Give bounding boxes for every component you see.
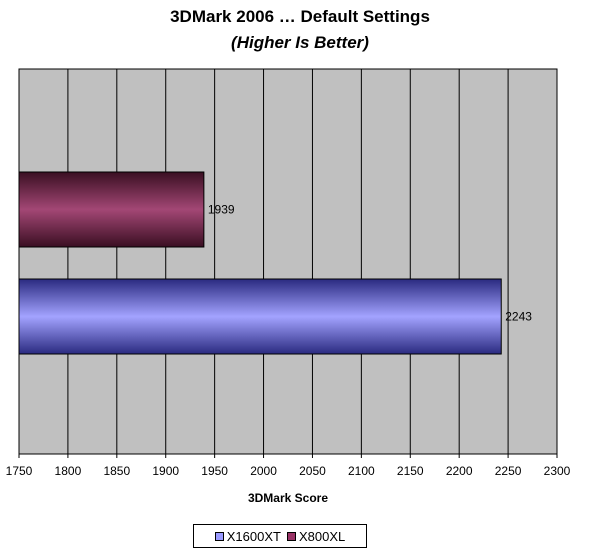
legend-swatch-x800xl xyxy=(286,531,296,541)
x-axis-ticks: 1750 1800 1850 1900 1950 2000 2050 2100 2150 2200… xyxy=(6,454,571,478)
x-tick-label: 2100 xyxy=(348,464,375,478)
x-tick-label: 2200 xyxy=(446,464,473,478)
gridlines xyxy=(67,69,509,454)
bar-x1600xt xyxy=(18,278,502,355)
data-label-x1600xt: 2243 xyxy=(505,310,532,324)
legend-swatch-x1600xt xyxy=(214,531,224,541)
x-tick-label: 2050 xyxy=(299,464,326,478)
chart-plot: 1750 1800 1850 1900 1950 2000 2050 2100 2150 2200… xyxy=(6,68,571,505)
legend-label-x1600xt: X1600XT xyxy=(226,528,281,544)
legend-item-x1600xt: X1600XT xyxy=(214,528,281,544)
x-tick-label: 1900 xyxy=(152,464,179,478)
chart-title: 3DMark 2006 … Default Settings xyxy=(170,7,430,26)
legend-item-x800xl: X800XL xyxy=(286,528,346,544)
bar-x800xl xyxy=(18,171,205,248)
x-tick-label: 1950 xyxy=(201,464,228,478)
legend-label-x800xl: X800XL xyxy=(298,528,346,544)
x-tick-label: 1850 xyxy=(103,464,130,478)
x-tick-label: 2000 xyxy=(250,464,277,478)
legend: X1600XT X800XL xyxy=(193,524,367,548)
x-tick-label: 2250 xyxy=(495,464,522,478)
x-axis-label: 3DMark Score xyxy=(248,491,328,505)
x-tick-label: 2300 xyxy=(544,464,571,478)
plot-area xyxy=(18,68,558,455)
x-tick-label: 2150 xyxy=(397,464,424,478)
x-tick-label: 1800 xyxy=(55,464,82,478)
chart-subtitle: (Higher Is Better) xyxy=(231,33,369,52)
data-label-x800xl: 1939 xyxy=(208,203,235,217)
x-tick-label: 1750 xyxy=(6,464,33,478)
bars: 2243 1939 xyxy=(18,171,532,355)
